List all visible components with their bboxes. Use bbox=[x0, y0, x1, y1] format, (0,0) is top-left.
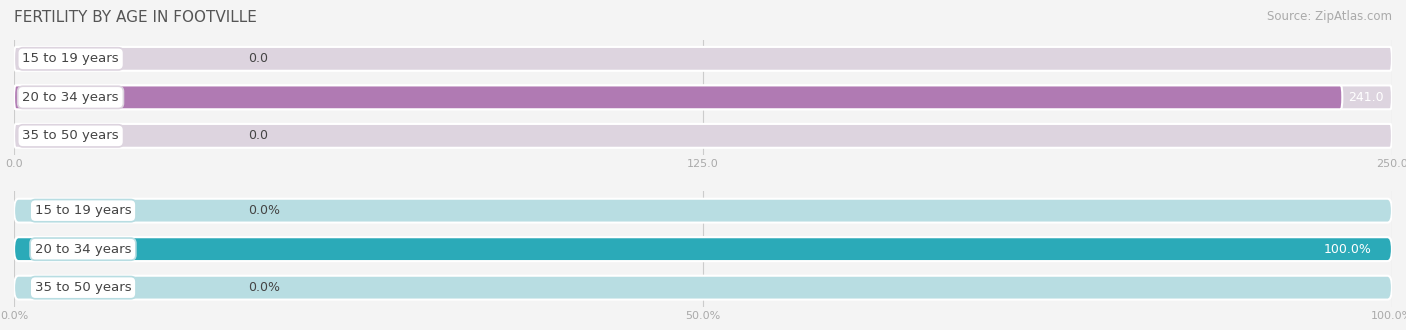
Text: Source: ZipAtlas.com: Source: ZipAtlas.com bbox=[1267, 10, 1392, 23]
FancyBboxPatch shape bbox=[14, 85, 1343, 109]
Text: 15 to 19 years: 15 to 19 years bbox=[35, 204, 131, 217]
FancyBboxPatch shape bbox=[14, 237, 1392, 261]
Text: 0.0: 0.0 bbox=[249, 52, 269, 65]
Text: 20 to 34 years: 20 to 34 years bbox=[35, 243, 131, 256]
FancyBboxPatch shape bbox=[14, 199, 1392, 223]
Text: 0.0%: 0.0% bbox=[249, 204, 280, 217]
FancyBboxPatch shape bbox=[14, 124, 1392, 148]
Text: 35 to 50 years: 35 to 50 years bbox=[35, 281, 131, 294]
Text: 241.0: 241.0 bbox=[1348, 91, 1384, 104]
Text: 15 to 19 years: 15 to 19 years bbox=[22, 52, 120, 65]
Text: 0.0%: 0.0% bbox=[249, 281, 280, 294]
Text: 35 to 50 years: 35 to 50 years bbox=[22, 129, 120, 142]
Text: 100.0%: 100.0% bbox=[1323, 243, 1371, 256]
Text: 0.0: 0.0 bbox=[249, 129, 269, 142]
FancyBboxPatch shape bbox=[14, 276, 1392, 300]
FancyBboxPatch shape bbox=[14, 47, 1392, 71]
FancyBboxPatch shape bbox=[14, 85, 1392, 109]
Text: FERTILITY BY AGE IN FOOTVILLE: FERTILITY BY AGE IN FOOTVILLE bbox=[14, 10, 257, 25]
Text: 20 to 34 years: 20 to 34 years bbox=[22, 91, 120, 104]
FancyBboxPatch shape bbox=[14, 237, 1392, 261]
